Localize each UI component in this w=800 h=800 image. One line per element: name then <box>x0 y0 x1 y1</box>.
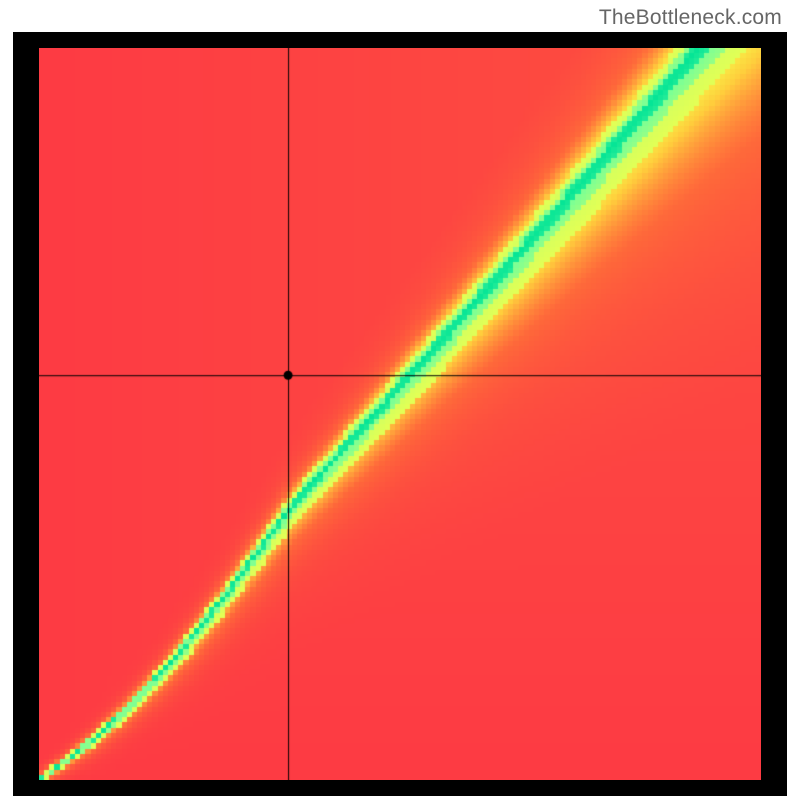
watermark-text: TheBottleneck.com <box>599 6 782 30</box>
heatmap-canvas <box>39 48 761 780</box>
plot-frame <box>13 32 787 796</box>
